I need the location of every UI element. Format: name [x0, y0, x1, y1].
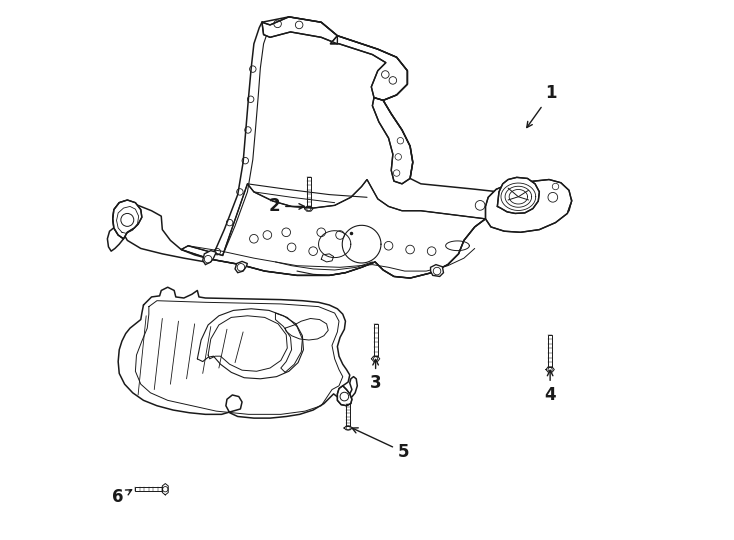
Text: 4: 4 — [545, 370, 556, 404]
Text: 2: 2 — [269, 198, 305, 215]
Polygon shape — [181, 179, 485, 278]
Polygon shape — [431, 265, 443, 276]
Polygon shape — [203, 251, 217, 265]
Polygon shape — [330, 36, 407, 100]
Polygon shape — [338, 386, 352, 406]
Polygon shape — [235, 261, 247, 273]
Polygon shape — [485, 179, 572, 232]
Polygon shape — [107, 17, 572, 278]
Polygon shape — [113, 200, 142, 239]
Polygon shape — [498, 177, 539, 213]
Text: 6: 6 — [112, 488, 131, 507]
Bar — [374, 324, 377, 356]
Bar — [346, 403, 350, 426]
Text: 5: 5 — [352, 428, 410, 461]
Bar — [135, 487, 162, 491]
Polygon shape — [372, 98, 413, 184]
Bar — [307, 177, 310, 206]
Bar — [548, 335, 552, 367]
Text: 3: 3 — [370, 360, 382, 392]
Polygon shape — [118, 287, 357, 418]
Polygon shape — [262, 17, 338, 44]
Text: 1: 1 — [527, 84, 557, 127]
